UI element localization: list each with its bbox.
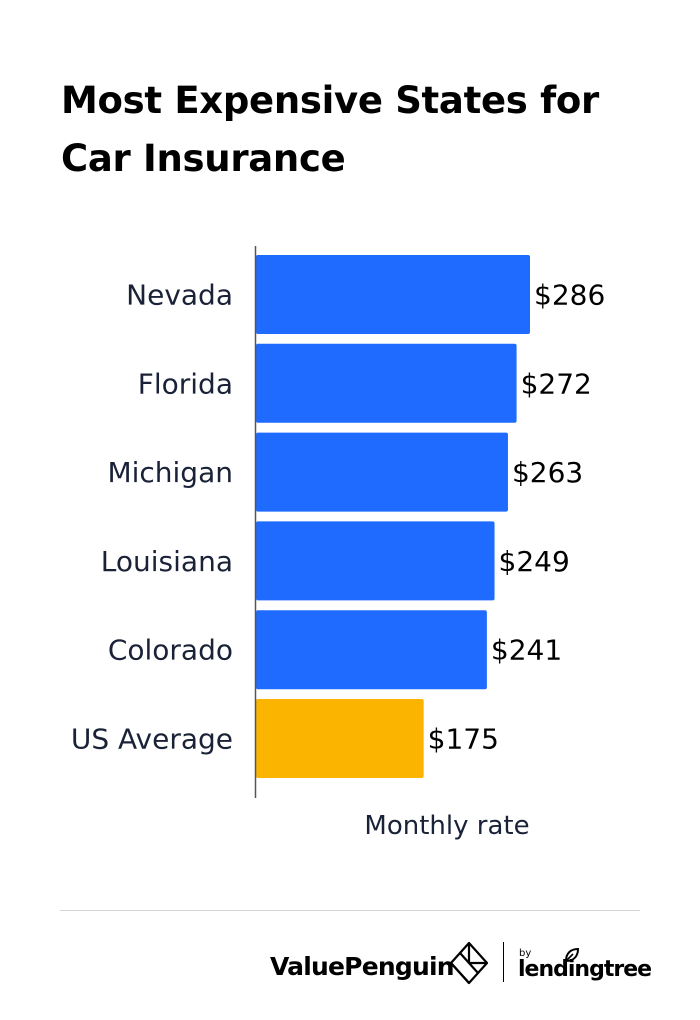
category-label: Louisiana [101, 545, 233, 578]
value-label: $241 [491, 634, 562, 667]
bar-florida [256, 343, 517, 423]
chart-title: Most Expensive States for Car Insurance [61, 79, 599, 180]
brand-by-label: by [519, 948, 532, 959]
category-label: Florida [138, 367, 233, 400]
bars-group: Nevada $286 Florida $272 Michigan $263 Louisia… [71, 255, 605, 778]
valuepenguin-wordmark: ValuePenguin [270, 952, 455, 981]
bar-chart: Nevada $286 Florida $272 Michigan $263 Louisia… [71, 246, 605, 841]
value-label: $272 [521, 367, 592, 400]
value-label: $286 [534, 279, 605, 312]
brand-logo: ValuePenguin by lendingtree [268, 938, 652, 992]
valuepenguin-diamond-icon [449, 941, 489, 985]
bar-nevada [256, 255, 530, 334]
value-label: $249 [499, 545, 570, 578]
bar-us-average [256, 699, 424, 778]
category-label: Nevada [126, 279, 233, 312]
category-label: US Average [71, 723, 233, 756]
category-label: Colorado [108, 634, 233, 667]
value-label: $263 [512, 456, 583, 489]
bar-michigan [256, 432, 508, 512]
brand-separator [503, 942, 504, 982]
footer-divider [60, 910, 640, 911]
x-axis-label: Monthly rate [364, 811, 529, 841]
bar-louisiana [256, 521, 495, 601]
lendingtree-wordmark: lendingtree [518, 957, 652, 982]
bar-colorado [256, 610, 487, 690]
category-label: Michigan [107, 456, 233, 489]
lendingtree-leaf-icon [564, 947, 580, 963]
value-label: $175 [428, 723, 499, 756]
